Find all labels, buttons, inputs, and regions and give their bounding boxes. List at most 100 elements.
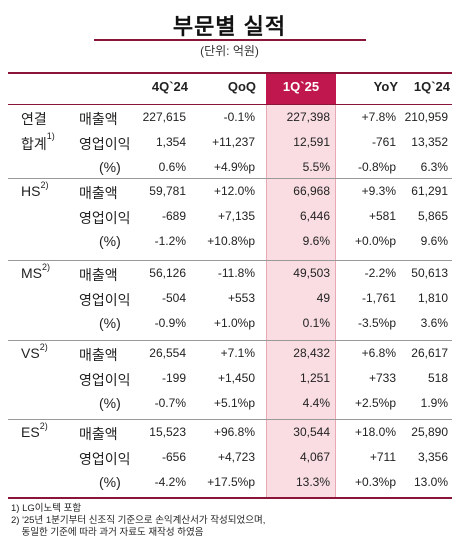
value-cell: +9.3% — [361, 184, 396, 198]
metric-label: (%) — [99, 315, 121, 331]
metric-label: (%) — [99, 474, 121, 490]
segment-name: MS — [21, 265, 42, 281]
table-row: 합계1) 영업이익 1,354 +11,237 12,591 -761 13,352 — [8, 131, 452, 153]
value-cell: +18.0% — [354, 425, 396, 439]
value-cell: 3.6% — [420, 316, 448, 330]
segment-name: 연결 — [21, 111, 47, 127]
metric-label: 매출액 — [79, 426, 118, 442]
value-cell: 6.3% — [420, 160, 448, 174]
section-divider — [8, 260, 452, 261]
value-cell: 4.4% — [302, 396, 330, 410]
table-top-rule — [8, 72, 452, 74]
value-cell: -4.2% — [154, 475, 186, 489]
value-cell: 59,781 — [149, 184, 186, 198]
segment-label: MS2) — [21, 262, 50, 281]
value-cell: 56,126 — [149, 266, 186, 280]
value-cell: 5,865 — [417, 209, 448, 223]
value-cell: 61,291 — [411, 184, 448, 198]
metric-label: (%) — [99, 395, 121, 411]
value-cell: 50,613 — [411, 266, 448, 280]
value-cell: 6,446 — [299, 209, 330, 223]
value-cell: +4.9%p — [213, 160, 255, 174]
value-cell: 28,432 — [293, 346, 330, 360]
value-cell: 1.9% — [420, 396, 448, 410]
value-cell: +733 — [368, 371, 396, 385]
title-underline — [94, 39, 366, 41]
footnote-marker: 1) — [46, 131, 55, 141]
value-cell: 9.6% — [302, 234, 330, 248]
value-cell: 13.3% — [295, 475, 330, 489]
value-cell: 227,615 — [142, 110, 186, 124]
footnote: 2) '25년 1분기부터 신조직 기준으로 손익계산서가 작성되었으며, — [11, 515, 266, 526]
value-cell: 0.6% — [158, 160, 186, 174]
table-row: MS2) 매출액 56,126 -11.8% 49,503 -2.2% 50,613 — [8, 262, 452, 284]
value-cell: -1,761 — [361, 291, 396, 305]
value-cell: 0.1% — [302, 316, 330, 330]
metric-label: 영업이익 — [79, 210, 131, 226]
segment-name: HS — [21, 183, 41, 199]
table-row: (%) -0.9% +1.0%p 0.1% -3.5%p 3.6% — [8, 312, 452, 334]
value-cell: +0.0%p — [354, 234, 396, 248]
value-cell: 13,352 — [411, 135, 448, 149]
value-cell: -11.8% — [217, 266, 255, 280]
value-cell: +581 — [368, 209, 396, 223]
value-cell: -504 — [161, 291, 186, 305]
unit-label: (단위: 억원) — [200, 44, 259, 58]
table-row: (%) -4.2% +17.5%p 13.3% +0.3%p 13.0% — [8, 471, 452, 493]
footnote-marker: 2) — [40, 180, 49, 190]
metric-label: (%) — [99, 159, 121, 175]
metric-label: (%) — [99, 233, 121, 249]
value-cell: 3,356 — [417, 450, 448, 464]
metric-label: 영업이익 — [79, 451, 131, 467]
value-cell: +0.3%p — [354, 475, 396, 489]
value-cell: -1.2% — [154, 234, 186, 248]
value-cell: -0.8%p — [357, 160, 396, 174]
segment-label: ES2) — [21, 421, 48, 440]
value-cell: 49 — [316, 291, 330, 305]
header-1q24: 1Q`24 — [413, 79, 450, 94]
value-cell: -2.2% — [364, 266, 396, 280]
table-row: HS2) 매출액 59,781 +12.0% 66,968 +9.3% 61,291 — [8, 180, 452, 202]
value-cell: +553 — [227, 291, 255, 305]
table-row: 영업이익 -689 +7,135 6,446 +581 5,865 — [8, 205, 452, 227]
value-cell: +10.8%p — [207, 234, 255, 248]
value-cell: -689 — [161, 209, 186, 223]
table-bottom-rule — [8, 497, 452, 499]
footnote: 동일한 기준에 따라 과거 자료도 재작성 하였음 — [11, 527, 204, 538]
header-1q25: 1Q`25 — [282, 79, 320, 94]
value-cell: 12,591 — [293, 135, 330, 149]
table-row: 연결 매출액 227,615 -0.1% 227,398 +7.8% 210,959 — [8, 106, 452, 128]
value-cell: 30,544 — [293, 425, 330, 439]
value-cell: -199 — [161, 371, 186, 385]
segment-label: 연결 — [21, 109, 47, 129]
table-row: 영업이익 -656 +4,723 4,067 +711 3,356 — [8, 446, 452, 468]
metric-label: 영업이익 — [79, 292, 131, 308]
segment-label: VS2) — [21, 342, 48, 361]
metric-label: 매출액 — [79, 347, 118, 363]
highlight-column-1q25 — [266, 72, 336, 498]
segment-name: VS — [21, 345, 40, 361]
metric-label: 매출액 — [79, 185, 118, 201]
value-cell: 15,523 — [149, 425, 186, 439]
value-cell: 25,890 — [411, 425, 448, 439]
value-cell: 4,067 — [299, 450, 330, 464]
value-cell: 5.5% — [302, 160, 330, 174]
metric-label: 매출액 — [79, 111, 118, 127]
highlight-header-1q25 — [266, 72, 336, 104]
value-cell: +2.5%p — [354, 396, 396, 410]
header-4q24: 4Q`24 — [151, 79, 188, 94]
value-cell: +96.8% — [213, 425, 255, 439]
segment-name: 합계 — [21, 136, 47, 152]
table-row: 영업이익 -504 +553 49 -1,761 1,810 — [8, 287, 452, 309]
footnote-marker: 2) — [39, 342, 48, 352]
table-row: (%) -1.2% +10.8%p 9.6% +0.0%p 9.6% — [8, 230, 452, 252]
value-cell: -761 — [371, 135, 396, 149]
segment-results-table: 4Q`24 QoQ 1Q`25 YoY 1Q`24 연결 매출액 227,615 -0… — [8, 70, 452, 499]
value-cell: -0.9% — [154, 316, 186, 330]
value-cell: -656 — [161, 450, 186, 464]
header-qoq: QoQ — [227, 79, 256, 94]
value-cell: +711 — [369, 450, 396, 464]
value-cell: 49,503 — [293, 266, 330, 280]
value-cell: -0.1% — [223, 110, 255, 124]
value-cell: +12.0% — [213, 184, 255, 198]
